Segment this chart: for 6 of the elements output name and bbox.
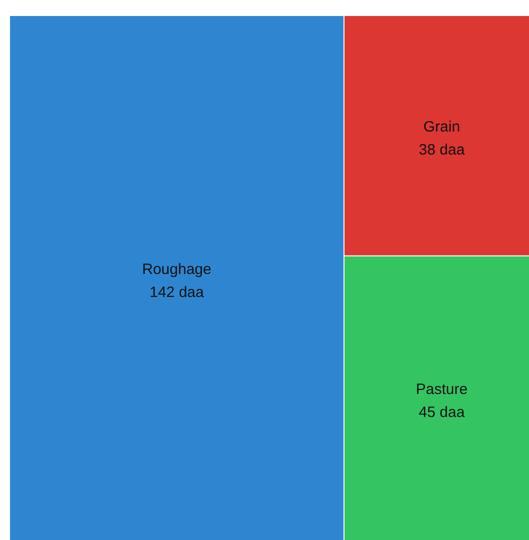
data-label: 38 daa (418, 142, 466, 159)
data-label: 142 daa (150, 284, 205, 301)
data-label: 45 daa (418, 404, 466, 422)
category-label: Grain (423, 118, 460, 136)
category-label: Roughage (142, 261, 212, 278)
category-label: Pasture (416, 381, 468, 398)
